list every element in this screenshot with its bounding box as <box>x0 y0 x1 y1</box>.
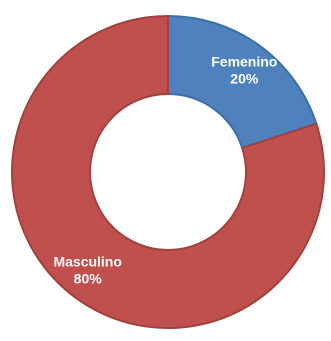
slice-label-femenino: Femenino 20% <box>211 53 277 86</box>
slice-femenino <box>167 14 318 150</box>
slice-value-label: 20% <box>230 70 259 86</box>
slice-masculino <box>11 14 325 329</box>
slices-layer <box>11 14 325 329</box>
slice-value-label: 80% <box>74 271 103 287</box>
labels-layer: Femenino 20% Masculino 80% <box>53 53 277 286</box>
slice-category-label: Femenino <box>211 53 277 69</box>
slice-label-masculino: Masculino 80% <box>53 254 121 287</box>
slice-category-label: Masculino <box>53 254 121 270</box>
